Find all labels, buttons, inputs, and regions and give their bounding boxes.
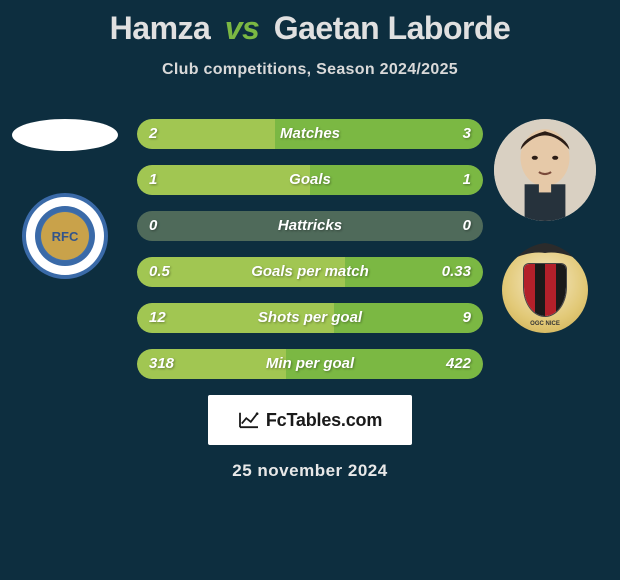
chart-icon bbox=[238, 411, 260, 429]
player2-name: Gaetan Laborde bbox=[274, 10, 511, 46]
left-column: RFC bbox=[5, 119, 125, 279]
source-text: FcTables.com bbox=[266, 410, 382, 431]
stat-value-left: 12 bbox=[137, 303, 178, 333]
stat-row: 23Matches bbox=[137, 119, 483, 149]
stat-value-right: 0.33 bbox=[430, 257, 483, 287]
stat-value-right: 422 bbox=[434, 349, 483, 379]
eagle-icon bbox=[515, 239, 575, 263]
date-label: 25 november 2024 bbox=[0, 461, 620, 481]
stat-label: Hattricks bbox=[137, 211, 483, 241]
stat-row: 129Shots per goal bbox=[137, 303, 483, 333]
stat-row: 318422Min per goal bbox=[137, 349, 483, 379]
stat-value-right: 0 bbox=[451, 211, 483, 241]
player1-avatar bbox=[12, 119, 118, 151]
stat-row: 0 0Hattricks bbox=[137, 211, 483, 241]
stat-value-right: 1 bbox=[451, 165, 483, 195]
stat-value-left: 1 bbox=[137, 165, 169, 195]
stat-row: 11Goals bbox=[137, 165, 483, 195]
content-area: RFC OGC NICE bbox=[0, 119, 620, 379]
stats-container: 23Matches11Goals00Hattricks0.50.33Goals … bbox=[137, 119, 483, 379]
stat-value-right: 9 bbox=[451, 303, 483, 333]
subtitle: Club competitions, Season 2024/2025 bbox=[0, 61, 620, 79]
source-badge[interactable]: FcTables.com bbox=[208, 395, 412, 445]
club1-monogram: RFC bbox=[52, 229, 79, 244]
right-column: OGC NICE bbox=[485, 119, 605, 333]
stat-value-right: 3 bbox=[451, 119, 483, 149]
face-icon bbox=[494, 119, 596, 221]
stat-row: 0.50.33Goals per match bbox=[137, 257, 483, 287]
silhouette-icon bbox=[28, 124, 102, 146]
stat-value-left: 2 bbox=[137, 119, 169, 149]
stat-value-left: 318 bbox=[137, 349, 186, 379]
stat-value-left: 0.5 bbox=[137, 257, 182, 287]
stat-value-left: 0 bbox=[137, 211, 169, 241]
player2-club-badge: OGC NICE bbox=[502, 247, 588, 333]
player1-name: Hamza bbox=[110, 10, 211, 46]
vs-label: vs bbox=[219, 10, 266, 46]
player1-club-badge: RFC bbox=[22, 193, 108, 279]
comparison-title: Hamza vs Gaetan Laborde bbox=[0, 0, 620, 47]
club2-label: OGC NICE bbox=[502, 321, 588, 327]
player2-avatar bbox=[494, 119, 596, 221]
